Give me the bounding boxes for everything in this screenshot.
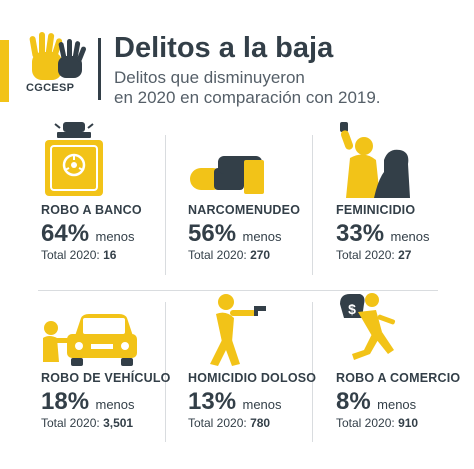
card-total: Total 2020: 270 [188,248,270,262]
svg-text:$: $ [348,301,356,317]
subtitle-line-1: Delitos que disminuyeron [114,68,305,87]
pill-hand-icon [190,156,264,194]
card-percent: 8% menos [336,388,416,416]
card-label: ROBO DE VEHÍCULO [41,371,171,385]
card-total: Total 2020: 910 [336,416,418,430]
stat-card-narcomenudeo: NARCOMENUDEO 56% menos Total 2020: 270 [188,120,326,262]
total-label: Total 2020: [188,248,247,262]
percent-value: 18% [41,388,90,415]
card-label: HOMICIDIO DOLOSO [188,371,317,385]
grid-divider [165,135,166,275]
card-percent: 56% menos [188,220,282,248]
header-divider [98,38,101,100]
hands-logo-icon [29,32,87,80]
card-label: ROBO A COMERCIO [336,371,461,385]
percent-value: 64% [41,220,90,247]
page-subtitle: Delitos que disminuyeron en 2020 en comp… [114,68,454,108]
subtitle-line-2: en 2020 en comparación con 2019. [114,88,381,107]
card-total: Total 2020: 3,501 [41,416,133,430]
card-label: FEMINICIDIO [336,203,416,217]
card-total: Total 2020: 16 [41,248,116,262]
total-label: Total 2020: [41,248,100,262]
page-title: Delitos a la baja [114,32,334,64]
total-value: 27 [398,248,412,262]
percent-word: menos [390,229,430,244]
stat-card-robo-vehiculo: ROBO DE VEHÍCULO 18% menos Total 2020: 3… [41,288,179,430]
card-percent: 64% menos [41,220,135,248]
total-value: 910 [398,416,419,430]
card-percent: 13% menos [188,388,282,416]
stat-card-robo-comercio: $ ROBO A COMERCIO 8% menos Total 2020: 9… [336,288,474,430]
stat-card-robo-banco: ROBO A BANCO 64% menos Total 2020: 16 [41,120,179,262]
percent-value: 56% [188,220,237,247]
percent-word: menos [242,397,282,412]
card-label: NARCOMENUDEO [188,203,301,217]
gunman-icon [210,294,266,366]
percent-value: 13% [188,388,237,415]
stat-card-feminicidio: FEMINICIDIO 33% menos Total 2020: 27 [336,120,474,262]
grid-divider [312,135,313,275]
percent-word: menos [377,397,417,412]
percent-word: menos [95,229,135,244]
total-label: Total 2020: [188,416,247,430]
stat-card-homicidio-doloso: HOMICIDIO DOLOSO 13% menos Total 2020: 7… [188,288,326,430]
card-percent: 33% menos [336,220,430,248]
card-label: ROBO A BANCO [41,203,142,217]
percent-value: 33% [336,220,385,247]
accent-bar [0,40,9,102]
percent-word: menos [95,397,135,412]
percent-value: 8% [336,388,371,415]
percent-word: menos [242,229,282,244]
total-label: Total 2020: [336,248,395,262]
car-theft-icon [43,314,137,366]
logo-text: CGCESP [26,82,75,94]
total-value: 270 [250,248,271,262]
total-label: Total 2020: [336,416,395,430]
total-label: Total 2020: [41,416,100,430]
total-value: 16 [103,248,117,262]
assault-icon [340,122,410,198]
money-bag-runner-icon: $ [340,293,396,360]
card-total: Total 2020: 780 [188,416,270,430]
card-percent: 18% menos [41,388,135,416]
total-value: 3,501 [103,416,134,430]
grid-divider [165,302,166,442]
grid-divider [312,302,313,442]
card-total: Total 2020: 27 [336,248,411,262]
total-value: 780 [250,416,271,430]
bank-safe-icon [45,122,103,196]
grid-divider [38,290,438,291]
